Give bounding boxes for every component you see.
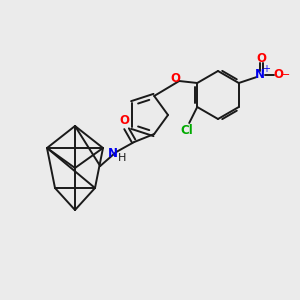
Text: −: − (281, 70, 290, 80)
Text: O: O (119, 113, 129, 127)
Text: O: O (170, 73, 180, 85)
Text: +: + (262, 64, 270, 74)
Text: O: O (274, 68, 284, 82)
Text: O: O (256, 52, 266, 65)
Text: Cl: Cl (181, 124, 194, 137)
Text: N: N (108, 146, 118, 160)
Text: H: H (118, 153, 126, 163)
Text: N: N (255, 68, 265, 82)
